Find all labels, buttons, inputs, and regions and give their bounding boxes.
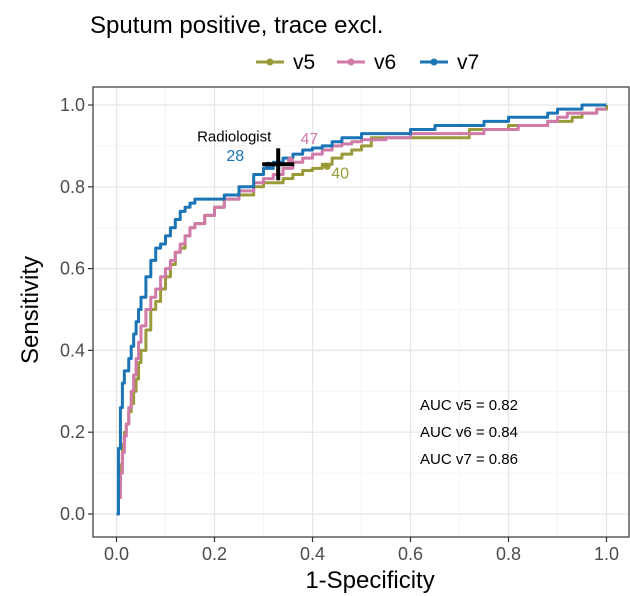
- legend-dot-v7: [430, 58, 438, 66]
- x-tick-label: 1.0: [594, 544, 619, 564]
- series-line-v6: [116, 107, 607, 516]
- point-47: [286, 156, 294, 164]
- point-label-40: 40: [331, 165, 349, 182]
- plot-panel-border: [92, 86, 630, 538]
- x-tick-label: 0.4: [300, 544, 325, 564]
- legend-label-v7: v7: [457, 51, 479, 74]
- x-tick-label: 0.8: [496, 544, 521, 564]
- point-label-28: 28: [226, 148, 244, 165]
- y-axis-title: Sensitivity: [17, 256, 44, 364]
- legend-label-v5: v5: [293, 51, 315, 74]
- auc-line: AUC v7 = 0.86: [420, 451, 518, 468]
- radiologist-label: Radiologist: [197, 128, 272, 145]
- series-lines: [116, 103, 608, 516]
- y-tick-label: 0.4: [60, 340, 85, 360]
- x-tick-label: 0.6: [398, 544, 423, 564]
- auc-line: AUC v6 = 0.84: [420, 424, 518, 441]
- y-tick-label: 1.0: [60, 95, 85, 115]
- point-40: [323, 162, 331, 170]
- x-axis-title: 1-Specificity: [305, 567, 434, 594]
- y-tick-label: 0.0: [60, 504, 85, 524]
- y-tick-label: 0.6: [60, 259, 85, 279]
- legend-dot-v6: [347, 58, 355, 66]
- y-tick-label: 0.8: [60, 177, 85, 197]
- legend-label-v6: v6: [374, 51, 396, 74]
- auc-annotations: AUC v5 = 0.82 AUC v6 = 0.84 AUC v7 = 0.86: [420, 397, 518, 468]
- chart-title: Sputum positive, trace excl.: [90, 12, 383, 39]
- point-label-47: 47: [300, 131, 318, 148]
- x-tick-label: 0.0: [104, 544, 129, 564]
- grid: [92, 86, 630, 538]
- radiologist-marker: Radiologist: [197, 128, 295, 181]
- y-tick-label: 0.2: [60, 422, 85, 442]
- auc-line: AUC v5 = 0.82: [420, 397, 518, 414]
- x-tick-label: 0.2: [202, 544, 227, 564]
- legend-dot-v5: [266, 58, 274, 66]
- axis-ticks: 0.0 0.2 0.4 0.6 0.8 1.0 0.0 0.2 0.4 0.6 0.8 1.0: [60, 95, 619, 564]
- legend: v5 v6 v7: [256, 51, 479, 74]
- series-line-v7: [116, 103, 607, 516]
